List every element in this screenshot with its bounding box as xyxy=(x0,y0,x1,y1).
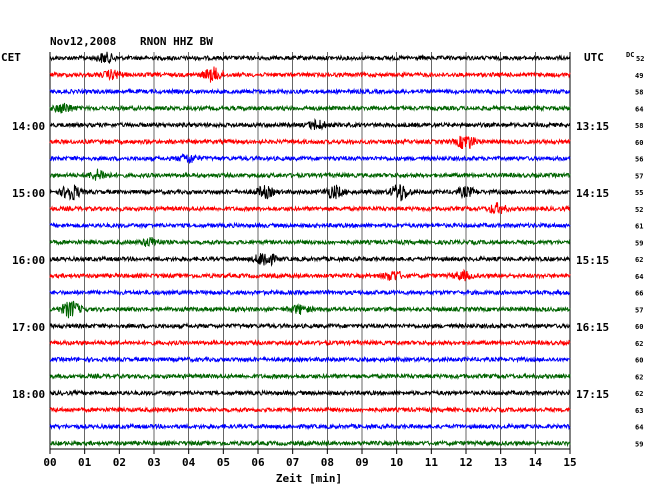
dc-value-row-20: 62 xyxy=(635,390,643,398)
trace-row-0 xyxy=(49,51,571,64)
dc-value-row-10: 61 xyxy=(635,223,643,231)
utc-label-1615: 16:15 xyxy=(576,321,609,334)
left-zone-label: CET xyxy=(1,51,21,64)
x-tick-label-09: 09 xyxy=(355,456,368,469)
trace-row-17 xyxy=(49,338,571,347)
utc-label-1415: 14:15 xyxy=(576,187,609,200)
utc-label-1315: 13:15 xyxy=(576,120,609,133)
x-tick-label-06: 06 xyxy=(251,456,265,469)
dc-value-row-1: 49 xyxy=(635,72,643,80)
dc-value-row-21: 63 xyxy=(635,407,643,415)
dc-value-row-18: 60 xyxy=(635,357,643,365)
trace-row-12 xyxy=(49,253,571,268)
dc-value-row-14: 66 xyxy=(635,290,643,298)
x-tick-label-04: 04 xyxy=(182,456,196,469)
x-tick-label-01: 01 xyxy=(78,456,92,469)
dc-value-row-7: 57 xyxy=(635,172,643,180)
trace-row-3 xyxy=(49,102,571,114)
trace-row-7 xyxy=(49,168,571,181)
x-tick-label-02: 02 xyxy=(113,456,126,469)
x-axis-ticks: 00 01 02 03 04 05 06 07 08 09 10 11 12 13 14 15 xyxy=(43,449,577,469)
cet-label-1500: 15:00 xyxy=(12,187,45,200)
x-tick-label-15: 15 xyxy=(563,456,576,469)
dc-value-row-11: 59 xyxy=(635,239,643,247)
trace-row-10 xyxy=(49,221,571,230)
dc-value-row-2: 58 xyxy=(635,89,643,97)
x-tick-label-11: 11 xyxy=(425,456,439,469)
dc-value-row-3: 64 xyxy=(635,105,643,113)
dc-values: 52 49 58 64 58 60 56 57 55 52 61 59 62 64 66 57 60 62 60 62… xyxy=(635,55,644,448)
x-tick-label-14: 14 xyxy=(529,456,543,469)
dc-value-row-16: 60 xyxy=(635,323,643,331)
dc-value-row-12: 62 xyxy=(635,256,643,264)
cet-label-1400: 14:00 xyxy=(12,120,45,133)
trace-row-11 xyxy=(49,236,571,247)
utc-hour-labels: 13:15 14:15 15:15 16:15 17:15 xyxy=(576,120,609,401)
cet-label-1700: 17:00 xyxy=(12,321,45,334)
utc-label-1715: 17:15 xyxy=(576,388,609,401)
trace-row-13 xyxy=(49,268,571,282)
trace-row-21 xyxy=(49,406,571,414)
right-zone-label: UTC xyxy=(584,51,604,64)
minute-gridlines xyxy=(49,52,571,450)
trace-row-6 xyxy=(49,152,571,164)
trace-row-22 xyxy=(49,422,571,431)
dc-value-row-6: 56 xyxy=(635,156,643,164)
x-tick-label-10: 10 xyxy=(390,456,403,469)
trace-row-4 xyxy=(49,118,571,131)
trace-row-20 xyxy=(49,389,571,397)
dc-value-row-17: 62 xyxy=(635,340,643,348)
x-tick-label-00: 00 xyxy=(43,456,56,469)
trace-row-1 xyxy=(49,66,571,83)
trace-row-2 xyxy=(49,87,571,96)
x-tick-label-07: 07 xyxy=(286,456,299,469)
trace-row-23 xyxy=(49,439,571,448)
dc-value-row-4: 58 xyxy=(635,122,643,130)
trace-row-16 xyxy=(49,322,571,330)
title-station: RNON HHZ BW xyxy=(140,35,213,48)
cet-label-1600: 16:00 xyxy=(12,254,45,267)
x-tick-label-12: 12 xyxy=(459,456,472,469)
dc-header-label: DC xyxy=(626,51,634,59)
trace-row-14 xyxy=(49,288,571,297)
cet-label-1800: 18:00 xyxy=(12,388,45,401)
dc-value-row-5: 60 xyxy=(635,139,643,147)
utc-label-1515: 15:15 xyxy=(576,254,609,267)
trace-row-9 xyxy=(49,202,571,215)
trace-row-18 xyxy=(49,355,571,364)
trace-row-19 xyxy=(49,372,571,381)
trace-row-8 xyxy=(49,184,571,202)
cet-hour-labels: 14:00 15:00 16:00 17:00 18:00 xyxy=(12,120,45,401)
x-axis-label: Zeit [min] xyxy=(276,472,342,485)
trace-row-5 xyxy=(49,135,571,150)
x-tick-label-13: 13 xyxy=(494,456,507,469)
x-tick-label-08: 08 xyxy=(321,456,334,469)
dc-value-row-9: 52 xyxy=(635,206,643,214)
x-tick-label-03: 03 xyxy=(147,456,160,469)
dc-value-row-13: 64 xyxy=(635,273,643,281)
x-tick-label-05: 05 xyxy=(217,456,230,469)
dc-value-row-0: 52 xyxy=(636,55,644,63)
dc-value-row-23: 59 xyxy=(635,440,643,448)
seismic-traces xyxy=(49,51,571,448)
dc-value-row-15: 57 xyxy=(635,306,643,314)
trace-row-15 xyxy=(49,300,571,319)
dc-value-row-8: 55 xyxy=(635,189,643,197)
title-date: Nov12,2008 xyxy=(50,35,116,48)
dc-value-row-19: 62 xyxy=(635,373,643,381)
dc-value-row-22: 64 xyxy=(635,424,643,432)
